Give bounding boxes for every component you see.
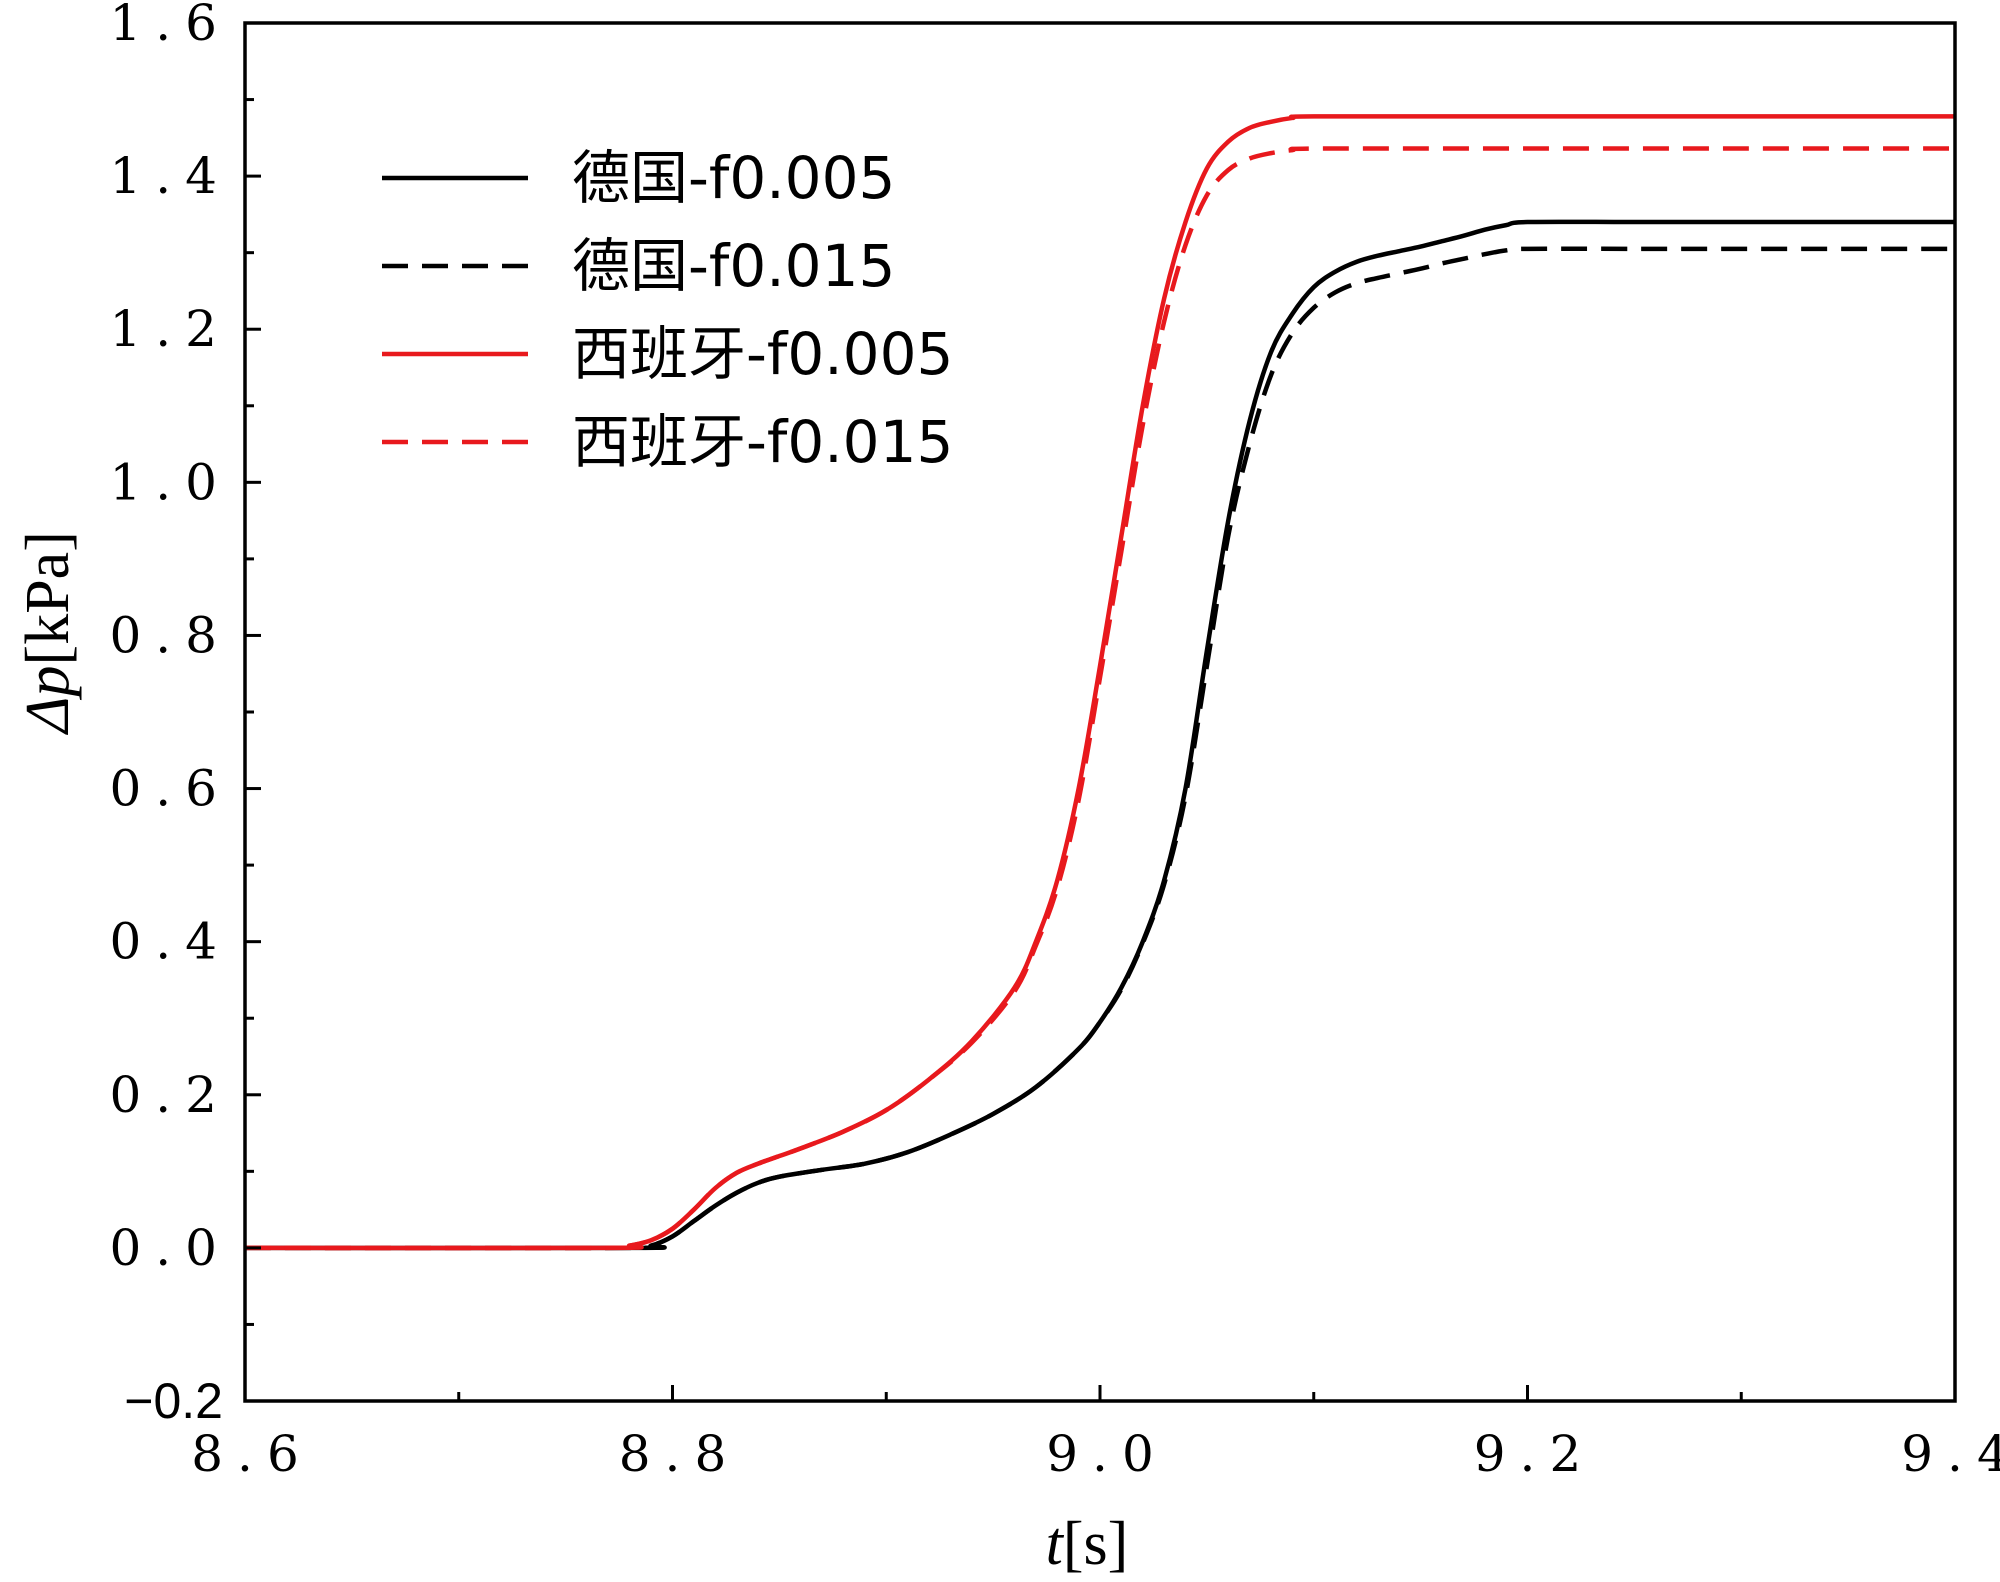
x-axis-symbol: t (1046, 1510, 1065, 1578)
legend-label-2: 德国-f0.015 (572, 232, 895, 300)
y-tick-label: −0.2 (124, 1373, 223, 1429)
x-tick-label: 9.4 (1901, 1425, 2000, 1483)
x-axis-title: t[s] (1046, 1510, 1129, 1578)
x-tick-label: 9.2 (1474, 1425, 1596, 1483)
legend: 德国-f0.005 德国-f0.015 西班牙-f0.005 西班牙-f0.015 (382, 144, 953, 476)
series-line-2 (244, 246, 1955, 1251)
series-line-1 (244, 219, 1955, 1251)
series-line-3 (244, 114, 1955, 1251)
legend-label-3: 西班牙-f0.005 (572, 320, 953, 388)
x-axis-unit: [s] (1063, 1510, 1128, 1578)
y-axis-title: Δp[kPa] (14, 531, 82, 736)
y-axis-symbol: Δp (14, 665, 82, 735)
y-tick-label: 1.2 (109, 300, 231, 358)
y-tick-label: 0.0 (109, 1219, 231, 1277)
y-tick-label: 0.8 (109, 606, 231, 664)
series-line-4 (244, 146, 1955, 1251)
y-tick-label: 1.6 (109, 0, 231, 52)
axes-layer: 8.6 8.8 9.0 9.2 9.4 −0.2 0.0 0.2 0.4 0.6 0.8 1.0 1.2… (109, 0, 2000, 1483)
y-tick-label: 1.4 (109, 147, 231, 205)
y-axis-unit: [kPa] (14, 531, 82, 665)
x-tick-label: 9.0 (1046, 1425, 1168, 1483)
y-tick-label: 0.6 (109, 760, 231, 818)
x-tick-label: 8.8 (619, 1425, 741, 1483)
series-layer (244, 114, 1955, 1251)
x-tick-label: 8.6 (191, 1425, 313, 1483)
y-tick-label: 0.2 (109, 1066, 231, 1124)
legend-label-4: 西班牙-f0.015 (572, 408, 953, 476)
y-tick-label: 1.0 (109, 453, 231, 511)
plot-frame (243, 21, 1957, 1403)
legend-label-1: 德国-f0.005 (572, 144, 895, 212)
y-tick-label: 0.4 (109, 913, 231, 971)
